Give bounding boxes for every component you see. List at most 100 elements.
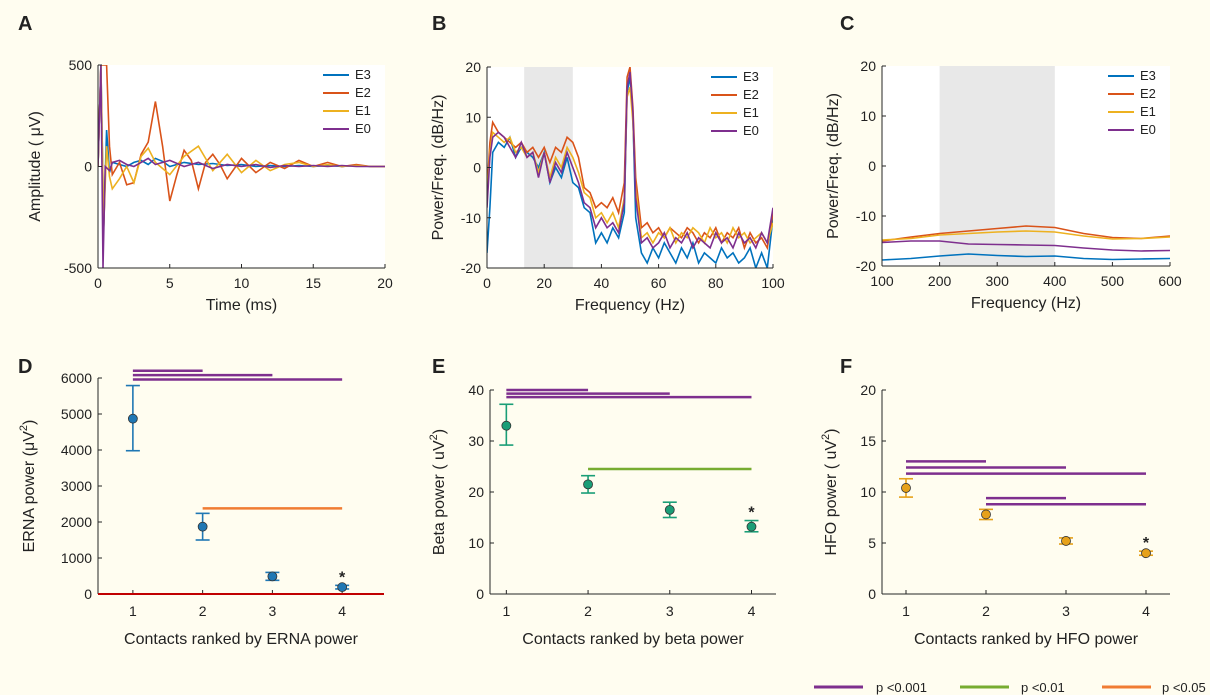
data-point	[267, 571, 278, 582]
data-point	[197, 521, 208, 532]
x-tick-label: 200	[928, 273, 952, 289]
x-tick-label: 10	[234, 275, 250, 291]
series-line-e2	[882, 225, 1170, 242]
y-tick-label: 3000	[61, 478, 92, 494]
y-axis-label-sup: 2	[18, 425, 30, 431]
x-tick-label: 15	[305, 275, 321, 291]
x-tick-label: 0	[94, 275, 102, 291]
x-axis-label: Frequency (Hz)	[575, 297, 685, 314]
x-tick-label: 2	[584, 603, 592, 619]
panel-letter: B	[432, 13, 446, 35]
y-tick-label: 15	[860, 433, 876, 449]
panel-letter: F	[840, 356, 852, 378]
x-axis-label: Frequency (Hz)	[971, 295, 1081, 312]
y-tick-label: 20	[860, 58, 876, 74]
x-tick-label: 40	[594, 275, 610, 291]
x-tick-label: 60	[651, 275, 667, 291]
legend: p <0.001 p <0.01 p <0.05	[814, 680, 1206, 695]
y-axis-label-close: )	[21, 420, 38, 425]
x-axis-label: Contacts ranked by HFO power	[914, 631, 1139, 648]
y-tick-label: -10	[461, 210, 481, 226]
y-tick-label: 0	[868, 158, 876, 174]
y-axis-label-sup: 2	[428, 434, 440, 440]
data-point	[746, 521, 757, 532]
x-tick-label: 1	[129, 603, 137, 619]
legend-entry-e3: E3	[743, 69, 759, 84]
series-line-e0	[882, 240, 1170, 252]
panel-d: D 0 1000 2000 3000 4000 5000 6000 1 2 3 4 * Contacts …	[18, 356, 384, 648]
y-tick-label: 20	[860, 382, 876, 398]
x-tick-label: 0	[483, 275, 491, 291]
legend-label-p01: p <0.01	[1021, 680, 1065, 695]
y-axis-label-close: )	[823, 428, 840, 433]
y-axis-label: Amplitude ( μV)	[27, 111, 44, 222]
y-tick-label: 0	[476, 586, 484, 602]
y-tick-label: -500	[64, 260, 92, 276]
x-tick-label: 400	[1043, 273, 1067, 289]
y-tick-label: 6000	[61, 370, 92, 386]
panel-f: F 0 5 10 15 20 1 2 3 4 * Contacts ranked by HFO pow…	[820, 356, 1170, 648]
data-point	[1061, 536, 1071, 546]
y-tick-label: 5	[868, 535, 876, 551]
x-tick-label: 100	[761, 275, 785, 291]
y-axis-label: Power/Freq. (dB/Hz)	[825, 93, 842, 239]
panel-c: C E3 E2 E1 E0 100 200 300 400 500 600 -20 -10 0 10 20 Fr…	[825, 13, 1182, 312]
x-tick-label: 20	[377, 275, 393, 291]
data-point	[337, 582, 348, 593]
x-tick-label: 1	[502, 603, 510, 619]
y-axis-label-main: Beta power ( uV	[431, 440, 448, 555]
panel-letter: D	[18, 356, 32, 378]
x-tick-label: 20	[536, 275, 552, 291]
y-tick-label: 0	[473, 160, 481, 176]
legend-entry-e2: E2	[355, 85, 371, 100]
legend-entry-e2: E2	[743, 87, 759, 102]
legend-entry-e1: E1	[1140, 104, 1156, 119]
panel-e: E 0 10 20 30 40 1 2 3 4 * Contacts ranked by beta p…	[428, 356, 776, 648]
y-axis-label-main: ERNA power (μV	[21, 431, 38, 553]
series-line-e0	[98, 65, 385, 268]
shaded-band	[939, 66, 1055, 266]
y-tick-label: 40	[468, 382, 484, 398]
data-point	[664, 504, 675, 515]
x-tick-label: 2	[199, 603, 207, 619]
y-tick-label: 0	[868, 586, 876, 602]
x-axis-label: Contacts ranked by beta power	[522, 631, 744, 648]
data-point	[901, 483, 911, 493]
y-tick-label: 0	[84, 159, 92, 175]
legend-entry-e1: E1	[743, 105, 759, 120]
legend-entry-e3: E3	[355, 67, 371, 82]
panel-letter: A	[18, 13, 32, 35]
data-point	[1141, 548, 1151, 559]
legend-entry-e0: E0	[1140, 122, 1156, 137]
y-tick-label: -20	[856, 258, 876, 274]
x-tick-label: 3	[666, 603, 674, 619]
x-axis-label: Time (ms)	[206, 297, 277, 314]
data-point	[583, 479, 593, 490]
data-point	[127, 413, 138, 424]
y-axis-label-main: HFO power ( uV	[823, 440, 840, 556]
series-line-e0	[487, 71, 773, 250]
legend-label-p001: p <0.001	[876, 680, 927, 695]
y-axis-label: Power/Freq. (dB/Hz)	[430, 95, 447, 241]
x-tick-label: 4	[1142, 603, 1150, 619]
y-tick-label: 5000	[61, 406, 92, 422]
y-tick-label: 10	[468, 535, 484, 551]
y-tick-label: 500	[69, 57, 93, 73]
shaded-band	[524, 67, 573, 268]
series-line-e1	[882, 230, 1170, 241]
data-point	[501, 420, 512, 431]
legend-entry-e3: E3	[1140, 68, 1156, 83]
y-tick-label: 4000	[61, 442, 92, 458]
legend-label-p05: p <0.05	[1162, 680, 1206, 695]
y-axis-label: HFO power ( uV2)	[820, 428, 840, 555]
x-tick-label: 600	[1158, 273, 1182, 289]
panel-letter: E	[432, 356, 445, 378]
y-tick-label: 10	[860, 108, 876, 124]
x-tick-label: 1	[902, 603, 910, 619]
y-tick-label: 30	[468, 433, 484, 449]
legend-entry-e0: E0	[743, 123, 759, 138]
y-tick-label: 1000	[61, 550, 92, 566]
x-tick-label: 4	[748, 603, 756, 619]
